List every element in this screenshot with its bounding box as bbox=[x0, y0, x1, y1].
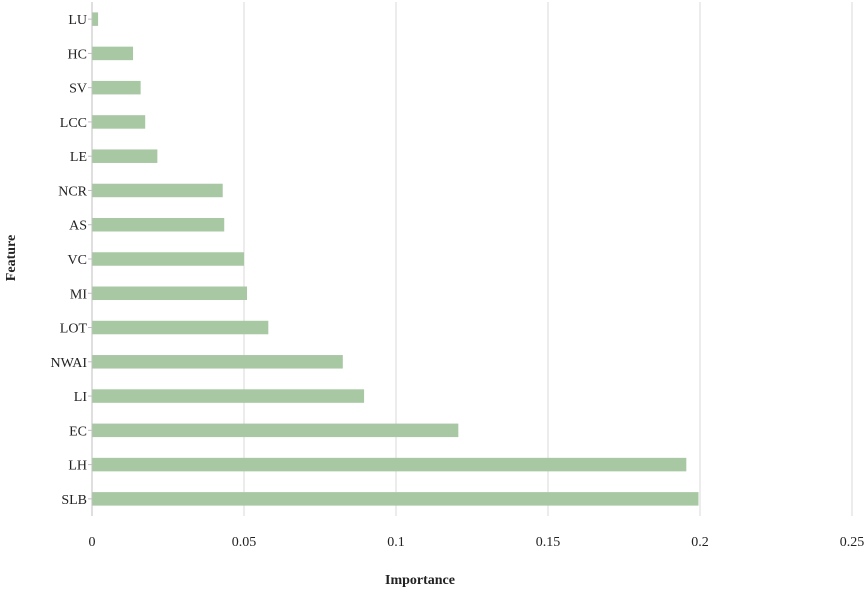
gridlines bbox=[243, 2, 853, 516]
x-tick-label: 0.15 bbox=[536, 535, 561, 550]
bar-li bbox=[92, 389, 365, 403]
x-axis-title: Importance bbox=[385, 573, 455, 588]
bars bbox=[92, 12, 699, 506]
category-label-le: LE bbox=[70, 150, 87, 165]
bar-lu bbox=[92, 12, 99, 26]
bar-lcc bbox=[92, 115, 146, 129]
bar-lot bbox=[92, 320, 269, 335]
bar-as bbox=[92, 217, 225, 232]
category-label-mi: MI bbox=[70, 287, 87, 302]
bar-sv bbox=[92, 80, 141, 95]
bar-mi bbox=[92, 286, 248, 301]
category-label-ncr: NCR bbox=[58, 184, 87, 199]
x-tick-labels: 0 0.05 0.1 0.15 0.2 0.25 bbox=[89, 535, 865, 550]
x-tick-label: 0 bbox=[89, 535, 96, 550]
category-label-as: AS bbox=[69, 219, 87, 234]
bar-vc bbox=[92, 252, 244, 266]
bar-lh bbox=[92, 457, 687, 472]
y-axis-title: Feature bbox=[4, 235, 19, 281]
bar-slb bbox=[92, 492, 699, 506]
bar-ncr bbox=[92, 183, 223, 198]
category-label-lu: LU bbox=[68, 13, 87, 28]
category-label-ec: EC bbox=[69, 424, 87, 439]
category-label-nwai: NWAI bbox=[50, 356, 87, 371]
category-labels: LU HC SV LCC LE NCR AS VC MI LOT NWAI LI EC LH SLB bbox=[50, 13, 87, 508]
category-label-hc: HC bbox=[68, 47, 87, 62]
category-label-lot: LOT bbox=[60, 322, 88, 337]
x-tick-label: 0.25 bbox=[840, 535, 865, 550]
axes bbox=[88, 2, 93, 516]
category-label-lh: LH bbox=[68, 459, 87, 474]
bar-hc bbox=[92, 46, 134, 61]
category-label-lcc: LCC bbox=[60, 116, 87, 131]
category-label-slb: SLB bbox=[61, 493, 87, 508]
x-tick-label: 0.05 bbox=[232, 535, 257, 550]
category-label-li: LI bbox=[74, 390, 88, 405]
bar-le bbox=[92, 149, 158, 163]
x-tick-label: 0.1 bbox=[387, 535, 405, 550]
x-tick-label: 0.2 bbox=[691, 535, 709, 550]
category-label-sv: SV bbox=[69, 82, 87, 97]
bar-nwai bbox=[92, 355, 343, 369]
category-label-vc: VC bbox=[68, 253, 87, 268]
bar-ec bbox=[92, 423, 459, 438]
